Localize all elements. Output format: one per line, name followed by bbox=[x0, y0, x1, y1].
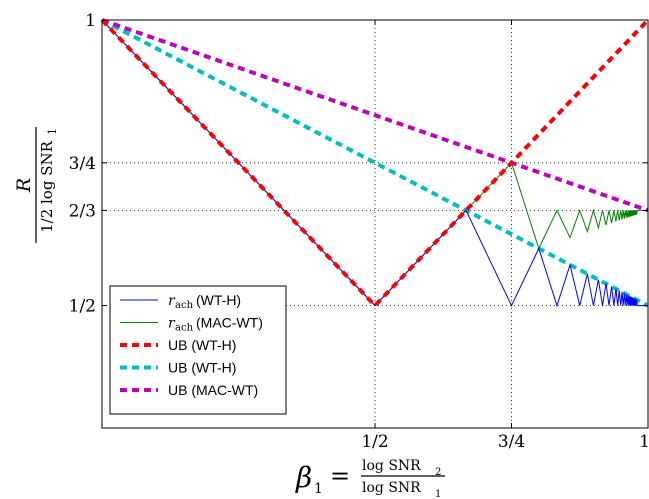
y-tick-label: 2/3 bbox=[69, 201, 96, 221]
x-label-numerator: log SNR bbox=[362, 458, 421, 474]
x-label-beta: β bbox=[295, 461, 312, 494]
legend: r ach (WT-H)r ach (MAC-WT)UB (WT-H)UB (WT-H)… bbox=[110, 286, 286, 414]
legend-label: (MAC-WT) bbox=[196, 315, 263, 331]
x-label-beta-sub: 1 bbox=[314, 481, 323, 497]
legend-label-sub: ach bbox=[175, 323, 194, 334]
legend-label: UB (MAC-WT) bbox=[168, 382, 258, 398]
legend-label: UB (WT-H) bbox=[168, 360, 236, 376]
y-tick-label: 3/4 bbox=[69, 154, 96, 174]
y-tick-label: 1 bbox=[85, 11, 96, 31]
x-tick-label: 3/4 bbox=[498, 432, 525, 452]
x-label-denominator-sub: 1 bbox=[435, 489, 441, 499]
legend-label-sub: ach bbox=[175, 300, 194, 311]
y-label-numerator: R bbox=[13, 178, 35, 193]
y-label-denominator-sub: 1 bbox=[46, 128, 59, 135]
svg-text:=: = bbox=[330, 462, 350, 490]
x-tick-label: 1 bbox=[639, 432, 649, 452]
x-axis-label: β 1 = log SNR 2 log SNR 1 bbox=[295, 458, 445, 499]
y-axis-label: R 1/2 log SNR 1 bbox=[13, 127, 59, 243]
svg-text:1/2 log SNR: 1/2 log SNR bbox=[38, 140, 56, 233]
x-label-denominator: log SNR bbox=[362, 480, 421, 496]
y-tick-label: 1/2 bbox=[69, 297, 96, 317]
legend-label: UB (WT-H) bbox=[168, 337, 236, 353]
x-tick-label: 1/2 bbox=[361, 432, 388, 452]
y-label-denominator: 1/2 log SNR bbox=[38, 140, 56, 233]
legend-label: (WT-H) bbox=[196, 292, 241, 308]
